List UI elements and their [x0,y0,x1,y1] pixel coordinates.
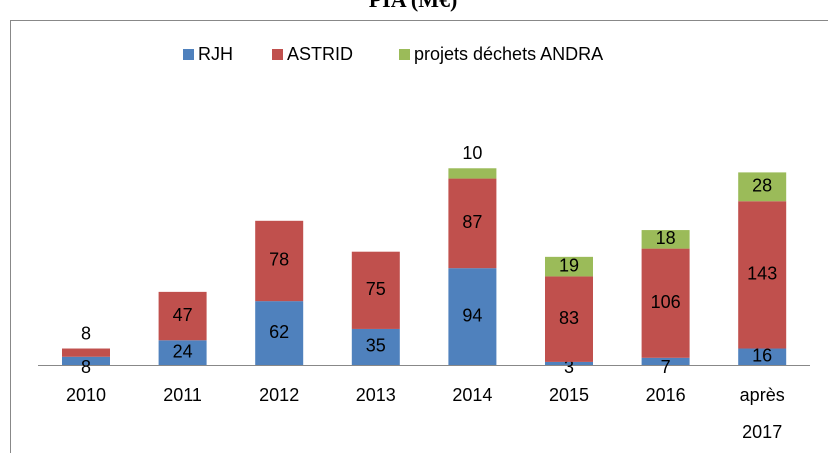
data-label: 35 [366,336,386,356]
bar-segment [158,291,207,341]
x-tick-label: 2011 [163,385,202,405]
bar-segment [255,301,304,365]
data-label: 94 [462,305,482,325]
bar-segment [641,230,690,249]
data-label: 62 [269,322,289,342]
bar-segment [62,356,110,365]
data-label: 16 [752,346,772,366]
x-tick-label: 2010 [65,385,107,405]
data-label: 8 [81,357,91,377]
bar-segment [158,340,207,365]
bar-segment [255,220,304,302]
data-label: 24 [173,341,193,361]
bar-segment [545,361,593,365]
bar-segment [641,248,690,358]
data-label: 18 [656,228,676,248]
bar-segment [738,348,787,365]
bar-segment [62,348,110,357]
data-label: 78 [269,250,289,270]
data-label: 7 [661,357,671,377]
data-label: 83 [559,308,579,328]
bar-segment [351,251,400,329]
bar-segment [448,168,497,179]
bar-segment [738,172,787,202]
legend-label: RJH [198,44,233,64]
legend-swatch [183,49,194,60]
legend-swatch [399,49,410,60]
data-label: 19 [559,255,579,275]
bar-segment [738,201,787,349]
bar-segment [448,178,497,269]
data-label: 75 [366,279,386,299]
x-tick-label: 2015 [548,385,590,405]
data-label: 10 [462,143,482,163]
bar-segment [545,256,593,277]
data-label: 47 [173,305,193,325]
data-label: 143 [747,264,777,284]
bar-segment [351,328,400,365]
data-label: 87 [462,212,482,232]
data-label: 3 [564,357,574,377]
legend-swatch [272,49,283,60]
data-label: 28 [752,176,772,196]
data-label: 106 [651,292,681,312]
chart-title: PIA (M€) [369,0,458,12]
x-tick-label: après 2017 [739,385,785,442]
x-tick-label: 2012 [259,385,300,405]
legend-label: projets déchets ANDRA [414,44,603,64]
data-label: 8 [81,323,91,343]
x-tick-label: 2016 [645,385,686,405]
bar-segment [448,268,497,365]
bar-segment [545,276,593,362]
x-tick-label: 2013 [355,385,396,405]
bar-segment [641,357,690,365]
x-tick-label: 2014 [452,385,493,405]
legend-label: ASTRID [287,44,353,64]
